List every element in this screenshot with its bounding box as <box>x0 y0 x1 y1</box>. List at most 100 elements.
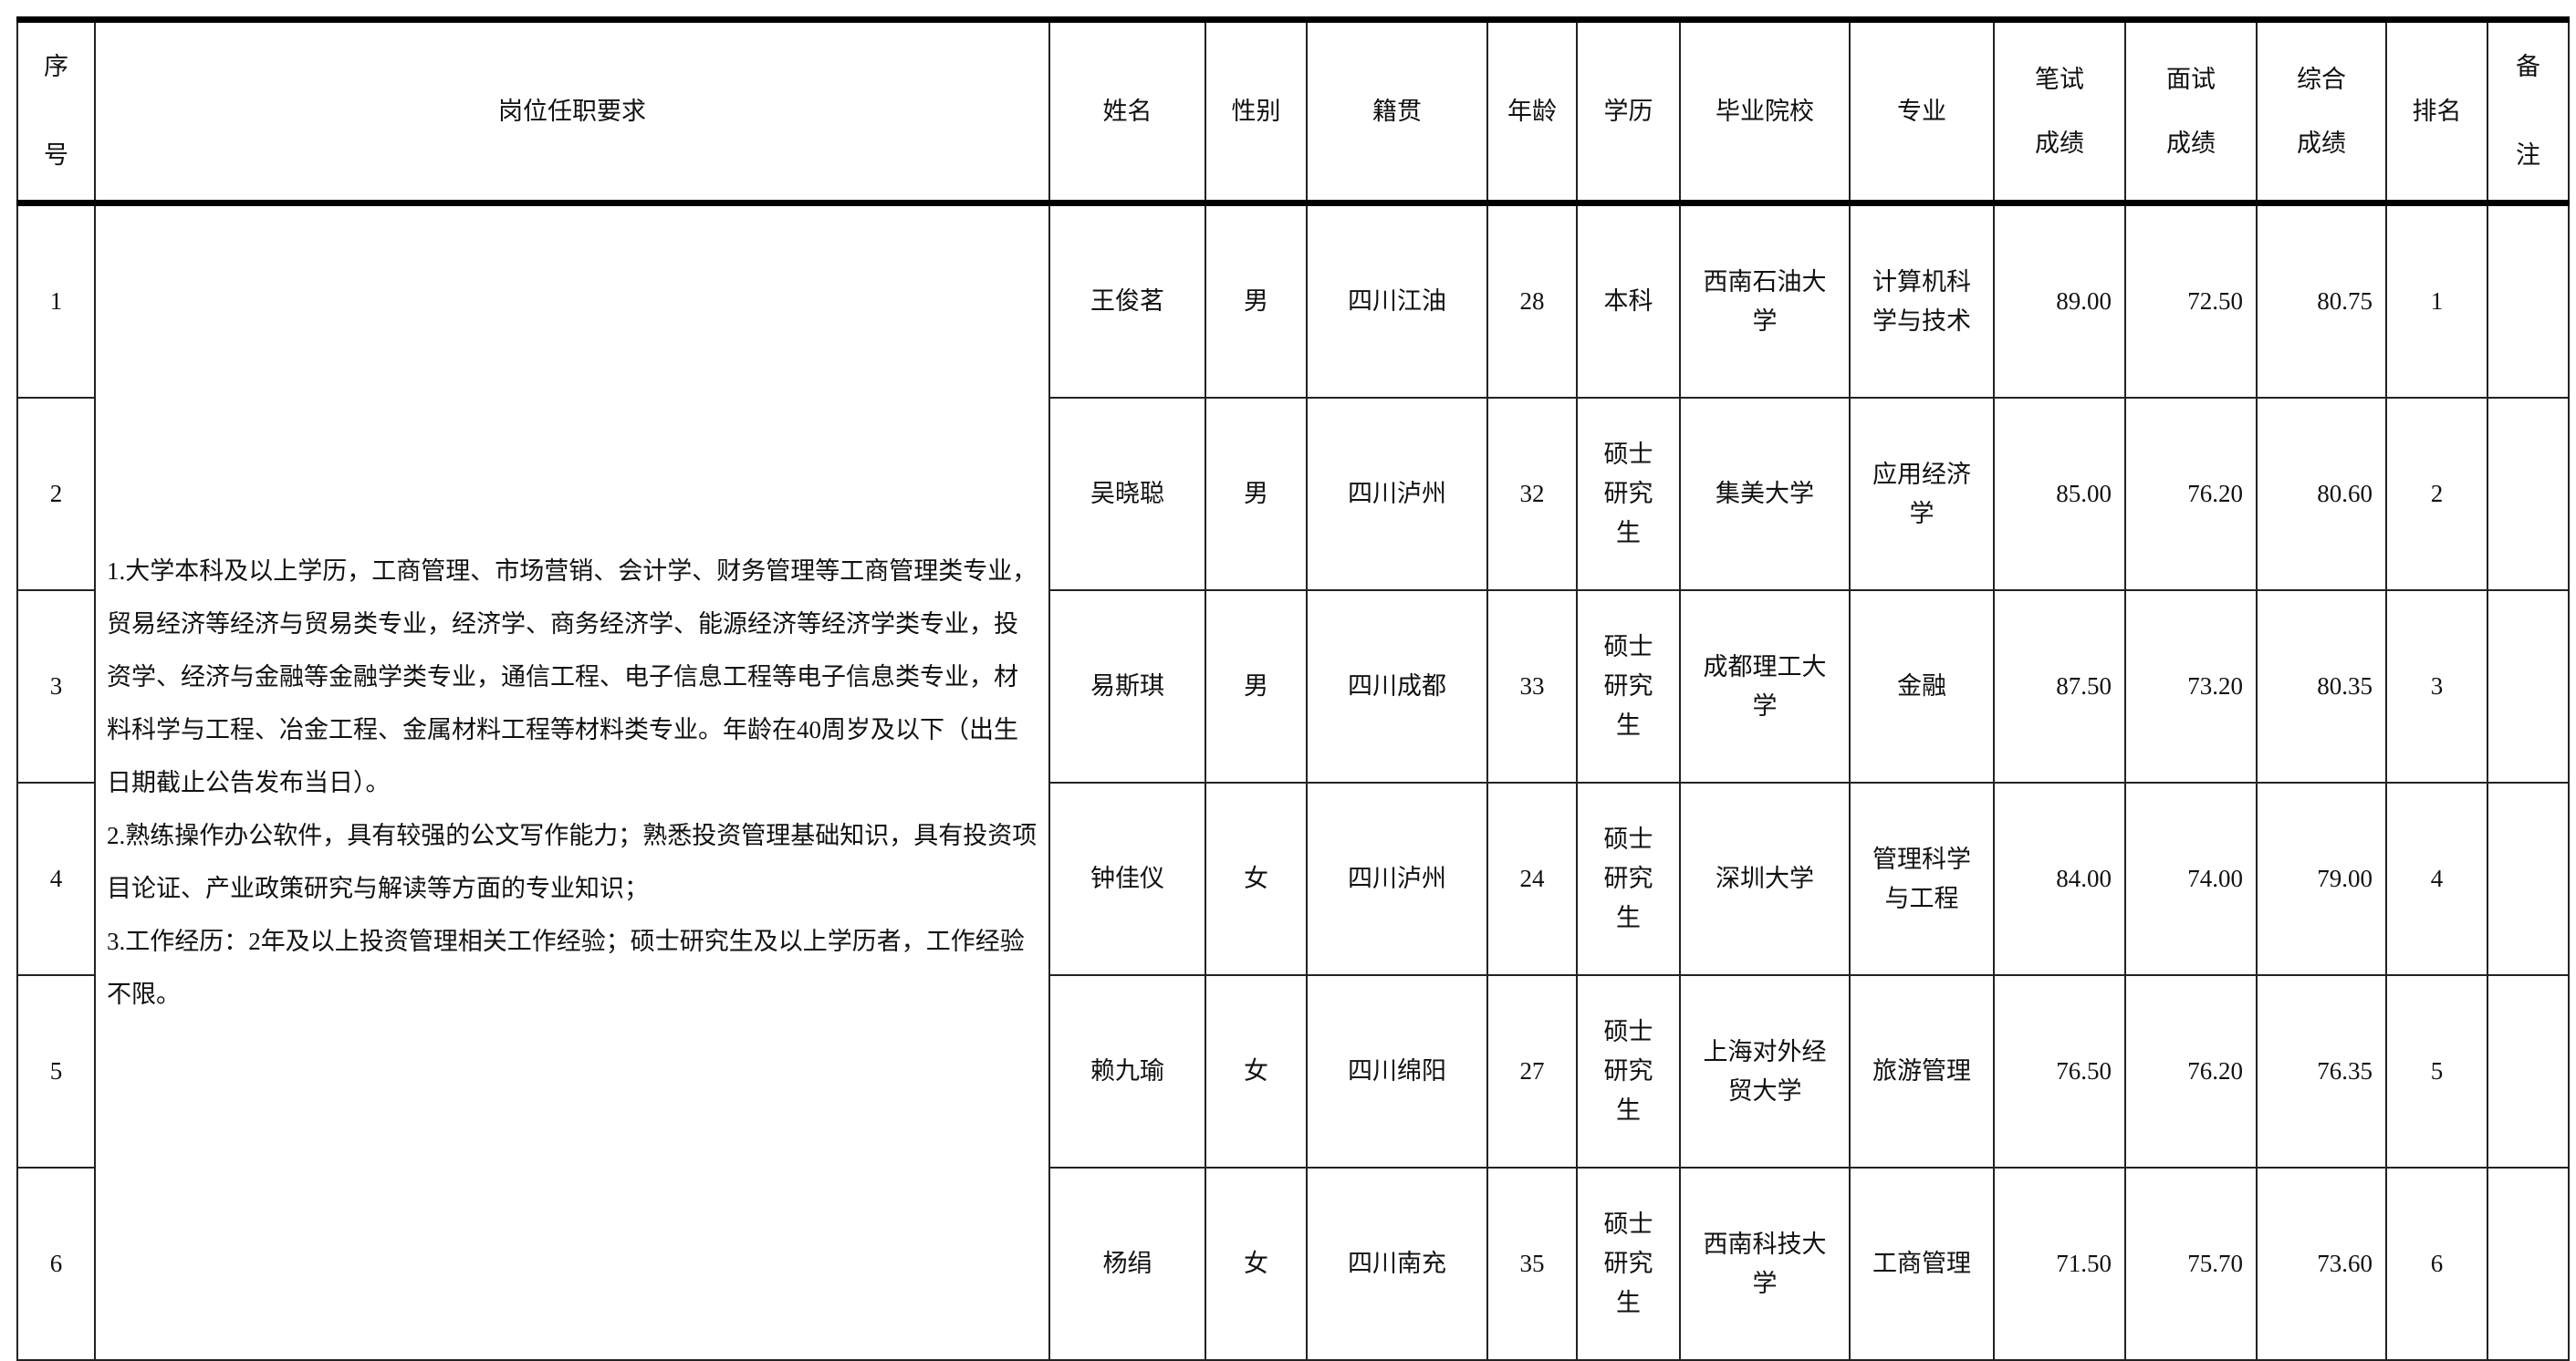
table-row: 2 吴晓聪男四川泸州 32 硕士 研究生集美大学 应用经济学 85.00 76.20 80.60… <box>16 397 2570 592</box>
overall-score-cell: 73.60 <box>2256 1167 2387 1361</box>
header-row: 序号 岗位任职要求 姓名 性别 籍贯 年龄 学历 毕业院校 专业 笔试 成绩 面试… <box>16 16 2570 207</box>
header-overall: 综合 成绩 <box>2256 16 2387 207</box>
education-cell: 硕士 研究生 <box>1576 1167 1681 1361</box>
remark-cell <box>2487 397 2570 592</box>
seq-cell: 5 <box>16 974 96 1169</box>
table-row: 1 1.大学本科及以上学历，工商管理、市场营销、会计学、财务管理等工商管理类专业，… <box>16 202 2570 1361</box>
requirement-item: 1.大学本科及以上学历，工商管理、市场营销、会计学、财务管理等工商管理类专业，贸… <box>107 557 1038 797</box>
rank-cell: 1 <box>2385 202 2488 400</box>
education-cell: 硕士 研究生 <box>1576 974 1681 1169</box>
age-cell: 27 <box>1486 974 1578 1169</box>
written-score-cell: 89.00 <box>1993 202 2126 400</box>
remark-cell <box>2487 202 2570 400</box>
table-row: 4 钟佳仪女四川泸州 24 硕士 研究生深圳大学 管理科学 与工程 84.00 74.00 79.… <box>16 782 2570 977</box>
interview-score-cell: 74.00 <box>2124 782 2258 977</box>
table-row: 5 赖九瑜女四川绵阳 27 硕士 研究生上海对外经 贸大学 旅游管理 76.50 76.20 76… <box>16 974 2570 1169</box>
major-cell: 旅游管理 <box>1849 974 1995 1169</box>
major-cell: 金融 <box>1849 589 1995 784</box>
school-cell: 深圳大学 <box>1679 782 1851 977</box>
seq-cell: 6 <box>16 1167 96 1361</box>
header-remark: 备注 <box>2487 16 2570 207</box>
rank-cell: 2 <box>2385 397 2488 592</box>
remark-cell <box>2487 589 2570 784</box>
written-score-cell: 85.00 <box>1993 397 2126 592</box>
header-gender: 性别 <box>1205 16 1308 207</box>
rank-cell: 3 <box>2385 589 2488 784</box>
results-table: 序号 岗位任职要求 姓名 性别 籍贯 年龄 学历 毕业院校 专业 笔试 成绩 面试… <box>16 16 2570 1361</box>
rank-cell: 6 <box>2385 1167 2488 1361</box>
overall-score-cell: 80.75 <box>2256 202 2387 400</box>
education-cell: 硕士 研究生 <box>1576 397 1681 592</box>
overall-score-cell: 80.35 <box>2256 589 2387 784</box>
gender-cell: 女 <box>1205 974 1308 1169</box>
school-cell: 集美大学 <box>1679 397 1851 592</box>
overall-score-cell: 76.35 <box>2256 974 2387 1169</box>
school-cell: 上海对外经 贸大学 <box>1679 974 1851 1169</box>
requirement-item: 3.工作经历：2年及以上投资管理相关工作经验；硕士研究生及以上学历者，工作经验不… <box>107 928 1025 1009</box>
origin-cell: 四川江油 <box>1306 202 1488 400</box>
rank-cell: 4 <box>2385 782 2488 977</box>
header-seq: 序号 <box>16 16 96 207</box>
seq-cell: 4 <box>16 782 96 977</box>
origin-cell: 四川南充 <box>1306 1167 1488 1361</box>
name-cell: 钟佳仪 <box>1048 782 1206 977</box>
header-name: 姓名 <box>1048 16 1206 207</box>
header-school: 毕业院校 <box>1679 16 1851 207</box>
header-written: 笔试 成绩 <box>1993 16 2126 207</box>
school-cell: 成都理工大学 <box>1679 589 1851 784</box>
origin-cell: 四川成都 <box>1306 589 1488 784</box>
header-interview: 面试 成绩 <box>2124 16 2258 207</box>
name-cell: 赖九瑜 <box>1048 974 1206 1169</box>
header-education: 学历 <box>1576 16 1681 207</box>
gender-cell: 男 <box>1205 589 1308 784</box>
header-major: 专业 <box>1849 16 1995 207</box>
age-cell: 33 <box>1486 589 1578 784</box>
requirement-item: 2.熟练操作办公软件，具有较强的公文写作能力；熟悉投资管理基础知识，具有投资项目… <box>107 822 1038 903</box>
origin-cell: 四川泸州 <box>1306 397 1488 592</box>
age-cell: 28 <box>1486 202 1578 400</box>
rank-cell: 5 <box>2385 974 2488 1169</box>
age-cell: 24 <box>1486 782 1578 977</box>
gender-cell: 女 <box>1205 1167 1308 1361</box>
gender-cell: 男 <box>1205 202 1308 400</box>
interview-score-cell: 72.50 <box>2124 202 2258 400</box>
origin-cell: 四川绵阳 <box>1306 974 1488 1169</box>
major-cell: 管理科学 与工程 <box>1849 782 1995 977</box>
name-cell: 易斯琪 <box>1048 589 1206 784</box>
written-score-cell: 87.50 <box>1993 589 2126 784</box>
interview-score-cell: 76.20 <box>2124 974 2258 1169</box>
school-cell: 西南石油大学 <box>1679 202 1851 400</box>
overall-score-cell: 79.00 <box>2256 782 2387 977</box>
major-cell: 计算机科 学与技术 <box>1849 202 1995 400</box>
remark-cell <box>2487 1167 2570 1361</box>
header-requirements: 岗位任职要求 <box>94 16 1050 207</box>
remark-cell <box>2487 974 2570 1169</box>
written-score-cell: 84.00 <box>1993 782 2126 977</box>
written-score-cell: 71.50 <box>1993 1167 2126 1361</box>
header-rank: 排名 <box>2385 16 2488 207</box>
name-cell: 吴晓聪 <box>1048 397 1206 592</box>
seq-cell: 2 <box>16 397 96 592</box>
major-cell: 工商管理 <box>1849 1167 1995 1361</box>
seq-cell: 3 <box>16 589 96 784</box>
school-cell: 西南科技大学 <box>1679 1167 1851 1361</box>
remark-cell <box>2487 782 2570 977</box>
overall-score-cell: 80.60 <box>2256 397 2387 592</box>
education-cell: 硕士 研究生 <box>1576 782 1681 977</box>
seq-cell: 1 <box>16 202 96 400</box>
name-cell: 杨绢 <box>1048 1167 1206 1361</box>
age-cell: 32 <box>1486 397 1578 592</box>
gender-cell: 女 <box>1205 782 1308 977</box>
name-cell: 王俊茗 <box>1048 202 1206 400</box>
gender-cell: 男 <box>1205 397 1308 592</box>
interview-score-cell: 75.70 <box>2124 1167 2258 1361</box>
interview-score-cell: 73.20 <box>2124 589 2258 784</box>
header-origin: 籍贯 <box>1306 16 1488 207</box>
major-cell: 应用经济学 <box>1849 397 1995 592</box>
age-cell: 35 <box>1486 1167 1578 1361</box>
origin-cell: 四川泸州 <box>1306 782 1488 977</box>
education-cell: 硕士 研究生 <box>1576 589 1681 784</box>
education-cell: 本科 <box>1576 202 1681 400</box>
written-score-cell: 76.50 <box>1993 974 2126 1169</box>
requirements-cell: 1.大学本科及以上学历，工商管理、市场营销、会计学、财务管理等工商管理类专业，贸… <box>94 202 1050 1361</box>
